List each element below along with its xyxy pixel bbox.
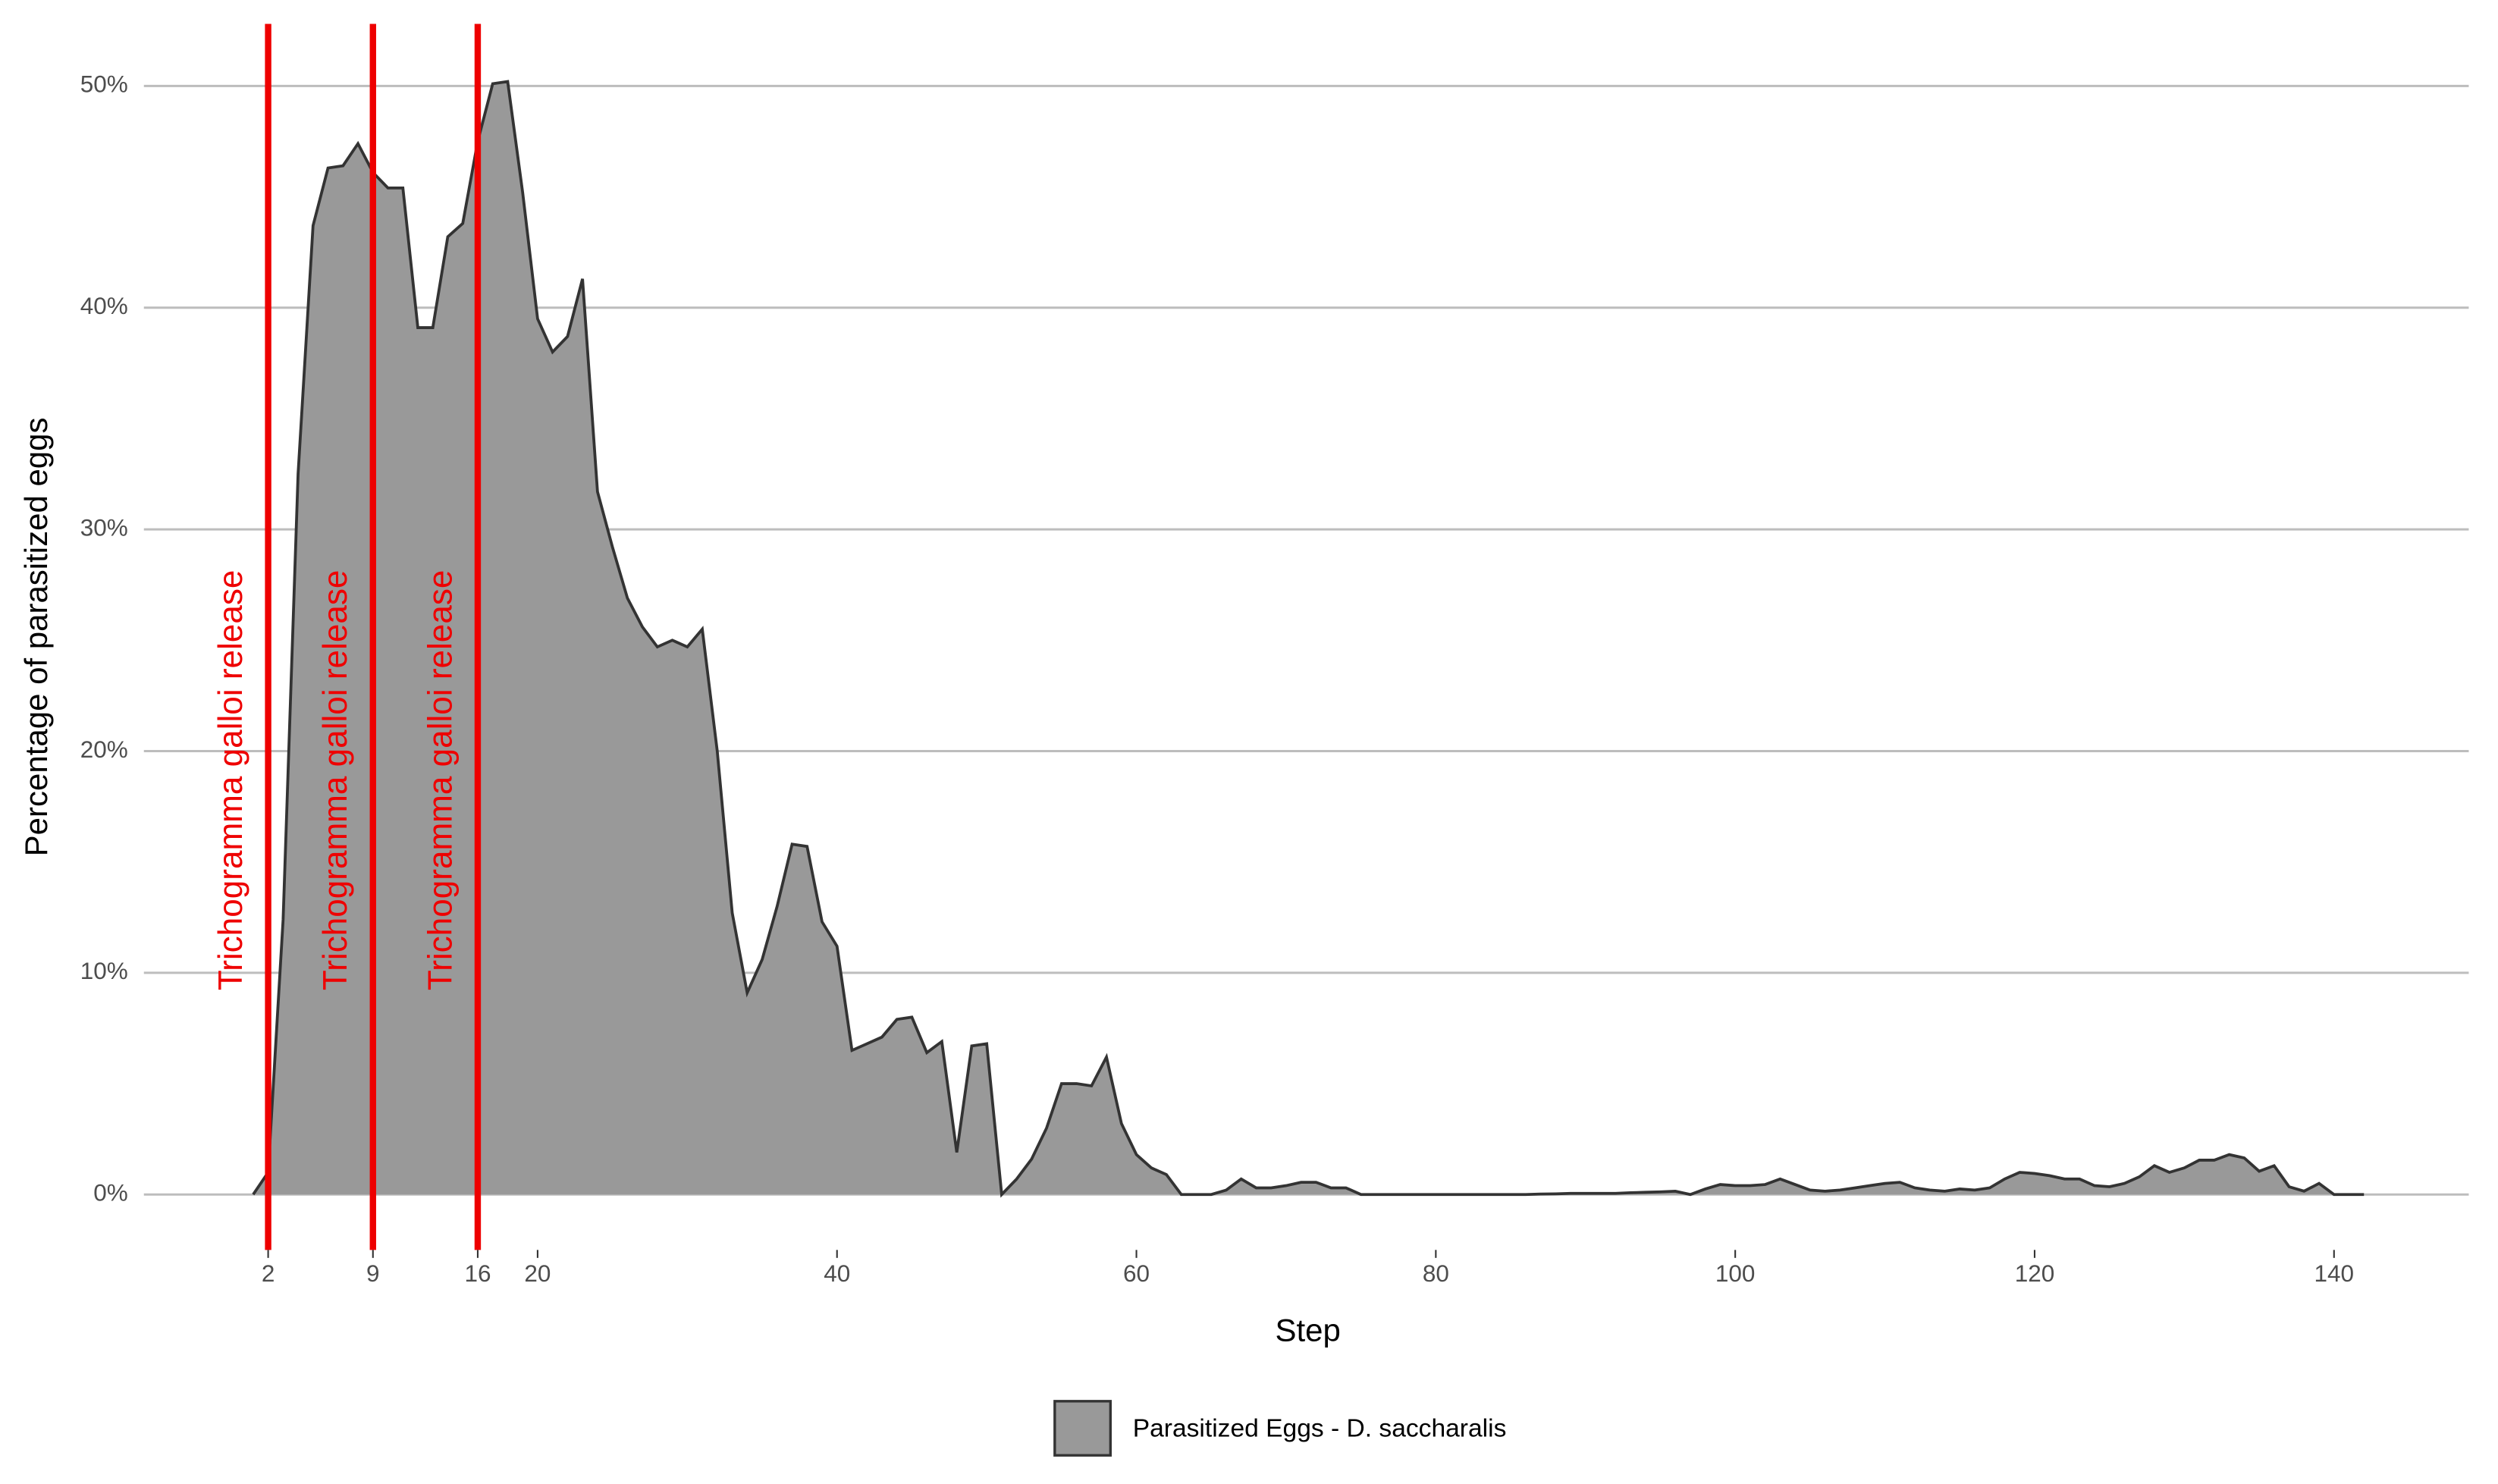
area [253, 81, 2365, 1195]
x-tick-label: 9 [366, 1260, 380, 1287]
legend: Parasitized Eggs - D. saccharalis [1053, 1400, 1507, 1457]
x-tick-label: 80 [1423, 1260, 1449, 1287]
x-tick-label: 20 [524, 1260, 551, 1287]
area-outline [252, 80, 2365, 1198]
annotation: Trichogramma galloi release [317, 570, 354, 990]
x-tick-label: 100 [1715, 1260, 1756, 1287]
y-tick-label: 10% [80, 957, 128, 984]
y-tick-label: 40% [80, 292, 128, 319]
legend-key [1053, 1400, 1112, 1457]
annotation: Trichogramma galloi release [422, 570, 459, 990]
x-tick-label: 140 [2314, 1260, 2355, 1287]
x-tick-label: 40 [824, 1260, 850, 1287]
x-tick-label: 120 [2015, 1260, 2055, 1287]
y-tick-label: 30% [80, 513, 128, 541]
x-tick-label: 2 [262, 1260, 275, 1287]
legend-label: Parasitized Eggs - D. saccharalis [1133, 1414, 1507, 1442]
y-tick-label: 20% [80, 736, 128, 763]
annotation: Trichogramma galloi release [212, 570, 249, 990]
y-tick-label: 0% [93, 1179, 128, 1206]
x-tick-label: 16 [464, 1260, 491, 1287]
axes: 0% 10% 20% 30% 40% 50% 2 9 16 20 40 60 80 100 120 140 [80, 71, 2354, 1288]
annotations: Trichogramma galloi release Trichogramma … [212, 24, 482, 1250]
y-tick-label: 50% [80, 71, 128, 98]
x-axis-title: Step [1276, 1313, 1341, 1348]
plot-area [252, 80, 2365, 1198]
x-tick-label: 60 [1123, 1260, 1150, 1287]
y-axis-title: Percentage of parasitized eggs [18, 418, 54, 857]
